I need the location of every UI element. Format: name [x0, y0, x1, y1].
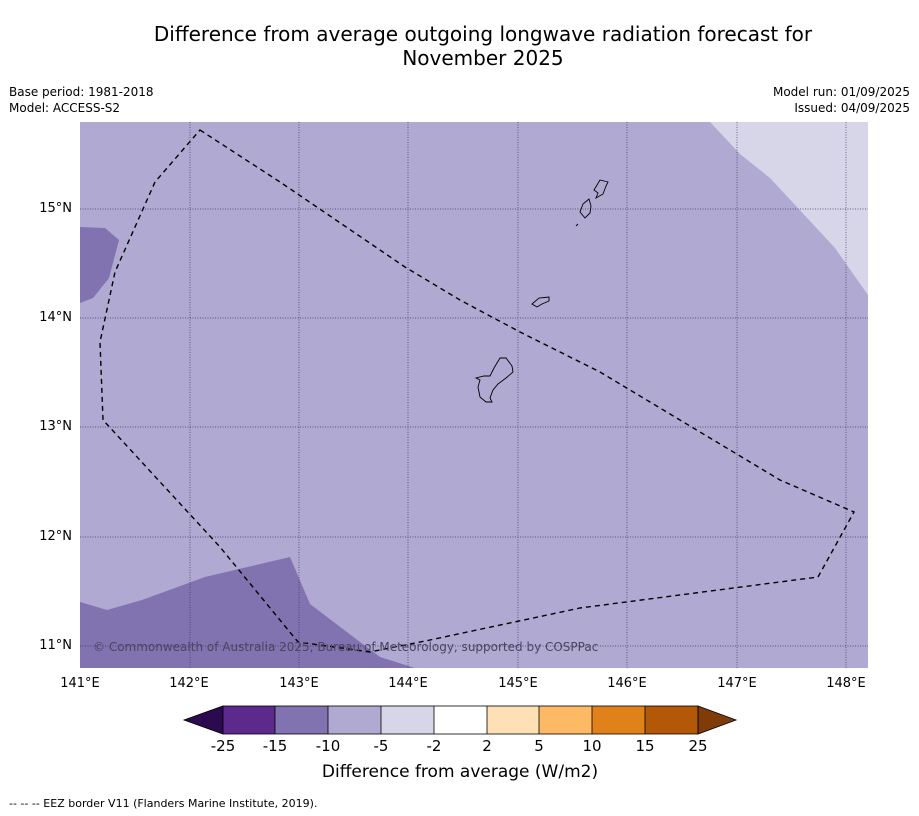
lat-label: 14°N: [39, 310, 72, 325]
lat-label: 15°N: [39, 201, 72, 216]
colorbar-tick: 5: [534, 737, 544, 755]
anomaly-region-south: [80, 557, 415, 668]
colorbar-tick: 2: [482, 737, 492, 755]
colorbar-bin: [381, 706, 434, 734]
island-saipan: [593, 179, 609, 200]
colorbar-bin: [592, 706, 645, 734]
island-rota: [531, 296, 550, 308]
map-panel: © Commonwealth of Australia 2025, Bureau…: [80, 122, 868, 668]
colorbar-tick: 15: [635, 737, 655, 755]
anomaly-region-minus5-minus2: [710, 122, 868, 295]
lon-label: 147°E: [717, 676, 757, 691]
colorbar-title: Difference from average (W/m2): [321, 762, 599, 782]
lon-label: 144°E: [388, 676, 428, 691]
colorbar-extend-high: [697, 705, 738, 735]
islands: [474, 179, 609, 403]
issued-date: Issued: 04/09/2025: [794, 101, 910, 115]
colorbar: [182, 705, 738, 735]
lat-label: 13°N: [39, 419, 72, 434]
lon-label: 143°E: [279, 676, 319, 691]
meta-left: Base period: 1981-2018 Model: ACCESS-S2: [9, 84, 154, 116]
colorbar-tick: -2: [426, 737, 442, 755]
meta-right: Model run: 01/09/2025 Issued: 04/09/2025: [773, 84, 910, 116]
lat-label: 12°N: [39, 529, 72, 544]
colorbar-bin: [275, 706, 328, 734]
base-period: Base period: 1981-2018: [9, 85, 154, 99]
map-title: Difference from average outgoing longwav…: [0, 22, 919, 70]
colorbar-bin: [328, 706, 381, 734]
lon-label: 148°E: [826, 676, 866, 691]
copyright-notice: © Commonwealth of Australia 2025, Bureau…: [93, 640, 599, 654]
colorbar-bin: [539, 706, 592, 734]
title-line-1: Difference from average outgoing longwav…: [153, 22, 813, 46]
eez-legend-note: -- -- -- EEZ border V11 (Flanders Marine…: [9, 797, 318, 810]
island-tinian: [579, 198, 592, 219]
colorbar-bin: [487, 706, 539, 734]
colorbar-bin: [223, 706, 275, 734]
title-line-2: November 2025: [402, 46, 564, 70]
lon-label: 145°E: [498, 676, 538, 691]
colorbar-tick: 25: [688, 737, 708, 755]
colorbar-bin: [645, 706, 698, 734]
colorbar-tick: -25: [210, 737, 236, 755]
colorbar-bin: [434, 706, 487, 734]
colorbar-tick: -15: [262, 737, 288, 755]
island-guam: [474, 357, 514, 403]
anomaly-region-west: [80, 227, 119, 303]
lon-label: 141°E: [60, 676, 100, 691]
map-canvas: [80, 122, 868, 668]
graticule: [80, 122, 868, 668]
lon-label: 146°E: [607, 676, 647, 691]
eez-border: [99, 129, 855, 653]
model-name: Model: ACCESS-S2: [9, 101, 121, 115]
island-aguijan: [575, 223, 579, 227]
lat-label: 11°N: [39, 638, 72, 653]
colorbar-tick: -5: [373, 737, 389, 755]
colorbar-tick: -10: [315, 737, 341, 755]
colorbar-tick: 10: [582, 737, 602, 755]
model-run: Model run: 01/09/2025: [772, 85, 910, 99]
colorbar-extend-low: [182, 705, 224, 735]
lon-label: 142°E: [169, 676, 209, 691]
